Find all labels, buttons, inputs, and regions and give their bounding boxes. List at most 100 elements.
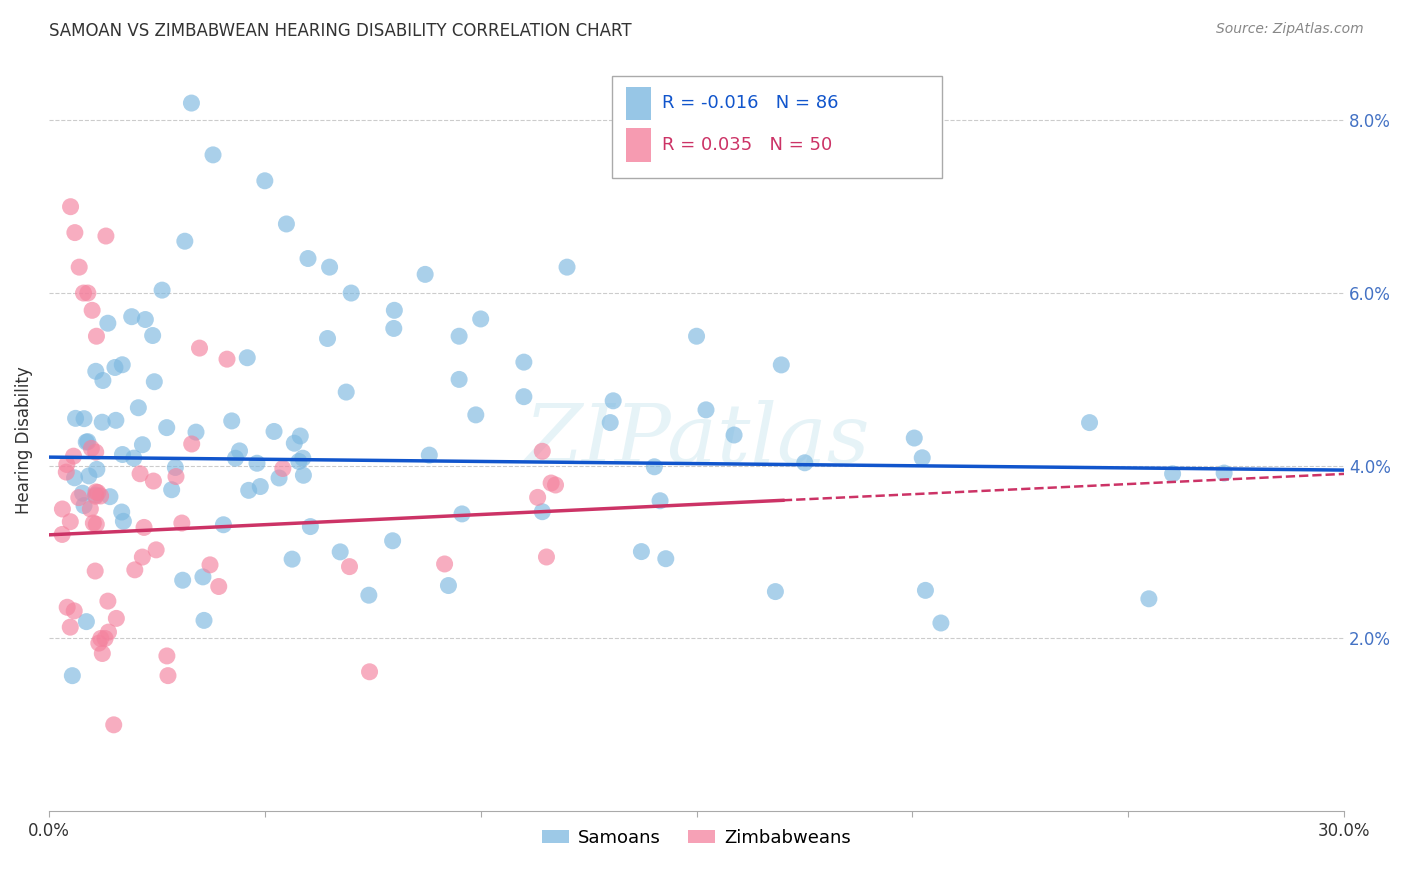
Point [82,303,104,318]
Point [77,469,100,483]
Point [51,527,73,541]
Point [648,493,671,508]
Point [599,416,621,430]
Point [246,456,269,470]
Point [105,611,128,625]
Text: SAMOAN VS ZIMBABWEAN HEARING DISABILITY CORRELATION CHART: SAMOAN VS ZIMBABWEAN HEARING DISABILITY … [49,22,631,40]
Point [55,465,77,479]
Point [357,588,380,602]
Point [131,438,153,452]
Point [531,505,554,519]
Point [73,411,96,425]
Point [84,564,107,578]
Point [80,442,103,456]
Point [87,636,110,650]
Point [63,471,86,485]
Point [156,668,179,682]
Point [297,252,319,266]
Point [184,425,207,439]
Point [299,519,322,533]
Point [290,429,312,443]
Point [84,364,107,378]
Point [236,351,259,365]
Point [198,558,221,572]
Point [67,491,90,505]
Point [292,468,315,483]
Point [267,471,290,485]
Point [73,499,96,513]
Point [104,360,127,375]
Point [903,431,925,445]
Point [173,234,195,248]
Point [84,489,107,503]
Point [63,226,86,240]
Text: R = -0.016   N = 86: R = -0.016 N = 86 [662,95,839,112]
Point [129,467,152,481]
Point [536,549,558,564]
Point [180,96,202,111]
Point [56,600,79,615]
Point [418,448,440,462]
Point [770,358,793,372]
Point [111,448,134,462]
Point [271,461,294,475]
Point [90,489,112,503]
Point [723,428,745,442]
Point [84,484,107,499]
Point [1078,416,1101,430]
Point [335,385,357,400]
Text: R = 0.035   N = 50: R = 0.035 N = 50 [662,136,832,154]
Point [381,533,404,548]
Point [156,648,179,663]
Point [90,632,112,646]
Point [84,488,107,502]
Point [339,559,361,574]
Point [97,594,120,608]
Point [172,573,194,587]
Point [76,434,98,449]
Point [86,329,108,343]
Point [142,328,165,343]
Point [1161,467,1184,481]
Point [94,632,117,646]
Point [914,583,936,598]
Point [84,445,107,459]
Point [449,329,471,343]
Point [464,408,486,422]
Point [1137,591,1160,606]
Point [145,542,167,557]
Legend: Samoans, Zimbabweans: Samoans, Zimbabweans [534,822,858,855]
Point [470,312,492,326]
Point [72,286,94,301]
Point [288,454,311,468]
Point [316,331,339,345]
Point [276,217,298,231]
Point [87,485,110,500]
Point [228,444,250,458]
Point [382,303,405,318]
Point [513,390,536,404]
Point [75,435,97,450]
Point [283,436,305,450]
Point [156,420,179,434]
Point [112,514,135,528]
Point [630,544,652,558]
Point [51,502,73,516]
Point [60,668,83,682]
Point [221,414,243,428]
Point [132,520,155,534]
Point [111,505,134,519]
Point [531,444,554,458]
Point [238,483,260,498]
Point [291,451,314,466]
Point [165,469,187,483]
Point [382,321,405,335]
Point [67,260,90,274]
Point [224,451,246,466]
Point [76,286,98,301]
Point [911,450,934,465]
Point [111,358,134,372]
Point [142,474,165,488]
Point [59,620,82,634]
Point [82,516,104,530]
